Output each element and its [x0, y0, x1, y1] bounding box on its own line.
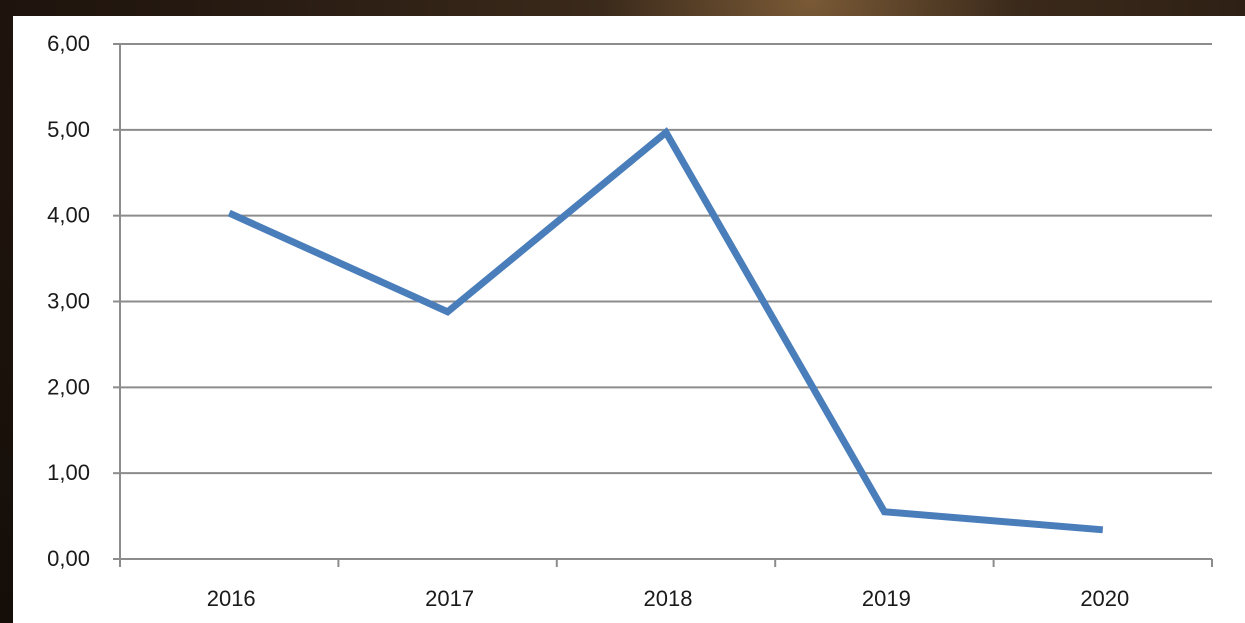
x-tick-label: 2017 [425, 586, 474, 611]
series-line [227, 127, 1104, 534]
y-tick-label: 0,00 [47, 546, 90, 571]
axes [113, 43, 1213, 567]
gridlines [120, 43, 1212, 475]
series-group [227, 127, 1104, 534]
x-tick-label: 2018 [644, 586, 693, 611]
y-tick-label: 5,00 [47, 117, 90, 142]
y-tick-label: 2,00 [47, 374, 90, 399]
y-tick-label: 1,00 [47, 460, 90, 485]
x-tick-label: 2016 [207, 586, 256, 611]
y-tick-label: 6,00 [47, 31, 90, 56]
y-axis-tick-labels: 0,00 1,00 2,00 3,00 4,00 5,00 6,00 [47, 31, 90, 571]
x-tick-label: 2019 [862, 586, 911, 611]
x-tick-label: 2020 [1080, 586, 1129, 611]
y-tick-label: 3,00 [47, 289, 90, 314]
x-axis-tick-labels: 2016 2017 2018 2019 2020 [207, 586, 1130, 611]
y-tick-label: 4,00 [47, 203, 90, 228]
